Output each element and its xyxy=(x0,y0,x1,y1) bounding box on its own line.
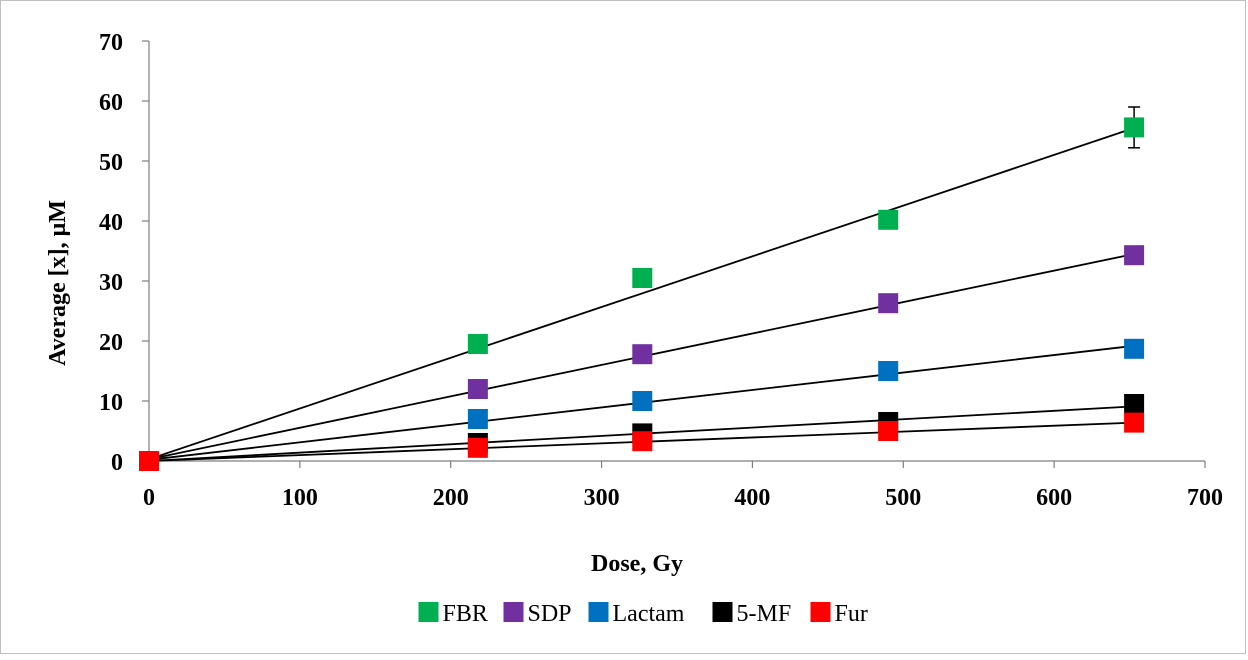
legend-label-fur: Fur xyxy=(835,601,868,627)
legend: FBR SDP Lactam 5-MF Fur xyxy=(418,601,868,627)
x-tick-label: 0 xyxy=(143,485,155,511)
legend-label-sdp: SDP xyxy=(528,601,572,627)
x-tick-label: 200 xyxy=(433,485,469,511)
x-tick-label: 100 xyxy=(282,485,318,511)
point-sdp xyxy=(632,344,653,365)
point-fur xyxy=(139,451,159,471)
y-tick-label: 10 xyxy=(99,390,123,416)
legend-swatch-sdp xyxy=(503,602,524,622)
legend-swatch-fur xyxy=(810,602,831,622)
y-axis-title: Average [x], μM xyxy=(45,200,71,366)
point-fbr xyxy=(467,334,488,354)
point-lactam xyxy=(878,361,899,381)
x-tick-label: 700 xyxy=(1187,485,1223,511)
x-tick-label: 500 xyxy=(885,485,921,511)
point-fur xyxy=(878,421,899,441)
y-tick-label: 20 xyxy=(99,330,123,356)
axes-layer xyxy=(142,40,1206,468)
y-tick-label: 0 xyxy=(111,450,123,476)
y-tick-label: 30 xyxy=(99,270,123,296)
legend-swatch-lactam xyxy=(588,602,609,622)
y-tick-label: 70 xyxy=(99,30,123,56)
legend-label-fbr: FBR xyxy=(443,601,488,627)
tick-labels: 0 100 200 300 400 500 600 700 0 10 20 30 40 50 60 70 xyxy=(99,30,1223,511)
point-sdp xyxy=(467,379,488,399)
y-tick-label: 40 xyxy=(99,210,123,236)
x-tick-label: 600 xyxy=(1036,485,1072,511)
legend-swatch-5-mf xyxy=(712,602,733,622)
point-fbr xyxy=(1124,117,1145,138)
point-fbr xyxy=(632,268,653,288)
point-fur xyxy=(632,431,653,452)
x-tick-label: 400 xyxy=(734,485,770,511)
data-points xyxy=(139,117,1145,471)
point-fbr xyxy=(878,209,899,230)
legend-label-5-mf: 5-MF xyxy=(737,601,792,627)
y-tick-label: 60 xyxy=(99,90,123,116)
legend-swatch-fbr xyxy=(418,602,439,622)
y-tick-label: 50 xyxy=(99,150,123,176)
point-lactam xyxy=(467,409,488,429)
point-sdp xyxy=(878,293,899,314)
x-axis-title: Dose, Gy xyxy=(591,551,683,577)
x-tick-label: 300 xyxy=(584,485,620,511)
point-fur xyxy=(467,437,488,458)
point-fur xyxy=(1124,412,1145,433)
point-lactam xyxy=(1124,338,1145,359)
point-lactam xyxy=(632,391,653,411)
trendlines xyxy=(148,127,1135,462)
point-5-mf xyxy=(1124,394,1145,414)
trendline-fbr xyxy=(148,127,1135,461)
point-sdp xyxy=(1124,245,1145,266)
legend-label-lactam: Lactam xyxy=(613,601,685,627)
